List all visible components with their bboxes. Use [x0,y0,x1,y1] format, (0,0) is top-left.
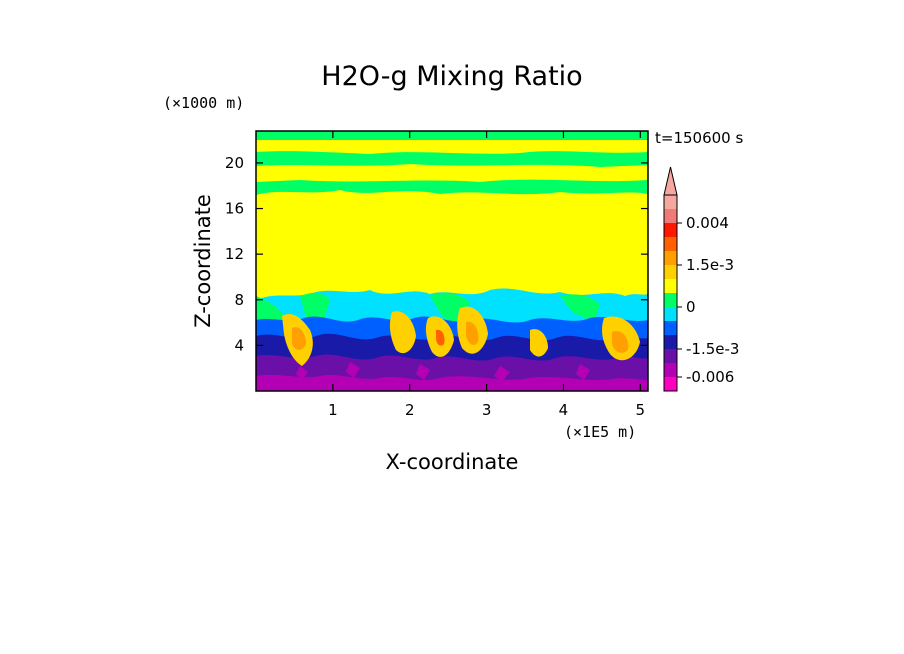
colorbar: 0.004 1.5e-3 0 -1.5e-3 -0.006 [663,166,739,392]
y-unit-label: (×1000 m) [163,94,244,112]
colorbar-swatch [664,377,677,391]
colorbar-swatch [664,223,677,237]
colorbar-tick-label: 0 [686,298,696,316]
plot-frame [255,130,649,392]
colorbar-swatch [664,349,677,363]
plume-2 [389,311,416,354]
x-axis-label: X-coordinate [386,450,519,474]
colorbar-swatch [664,279,677,293]
upper-yellow-band-2 [256,164,648,182]
y-axis-label: Z-coordinate [191,194,215,328]
colorbar-swatch [664,321,677,335]
upper-yellow-band [256,140,648,154]
colorbar-swatch [664,237,677,251]
plume-5 [530,329,548,357]
x-unit-label: (×1E5 m) [564,423,636,441]
x-tick-label: 4 [559,401,569,419]
colorbar-swatch [664,307,677,321]
x-tick-label: 1 [328,401,338,419]
colorbar-swatch [664,293,677,307]
x-tick-label: 5 [636,401,646,419]
colorbar-extend-arrow [663,166,678,196]
colorbar-tick-label: 1.5e-3 [686,256,734,274]
y-tick-label: 4 [234,336,244,354]
plume-3-core [436,329,445,346]
y-tick-label: 16 [225,200,244,218]
colorbar-tick-label: -0.006 [686,368,734,386]
magenta-base [256,374,648,391]
y-tick-label: 20 [225,154,244,172]
colorbar-tick-label: 0.004 [686,214,729,232]
time-label: t=150600 s [655,129,743,147]
colorbar-swatch [664,265,677,279]
colorbar-swatch [664,209,677,223]
plot-area [256,131,648,391]
colorbar-swatch [664,335,677,349]
green-wisps-lower [256,292,600,340]
main-yellow-band [256,190,648,300]
y-tick-label: 12 [225,245,244,263]
y-axis: 4 8 12 16 20 [225,154,648,354]
chart-title: H2O-g Mixing Ratio [321,61,582,92]
x-tick-label: 3 [482,401,492,419]
colorbar-tick-label: -1.5e-3 [686,340,739,358]
surface-mottles [296,362,590,382]
plume-6-core [612,331,629,353]
plume-1-core [292,327,306,350]
colorbar-swatch [664,195,677,209]
colorbar-frame [663,194,678,392]
plume-4-core [466,321,479,345]
x-axis: 1 2 3 4 5 [328,131,645,419]
colorbar-swatch [664,251,677,265]
x-tick-label: 2 [405,401,415,419]
colorbar-swatch [664,363,677,377]
y-tick-label: 8 [234,291,244,309]
